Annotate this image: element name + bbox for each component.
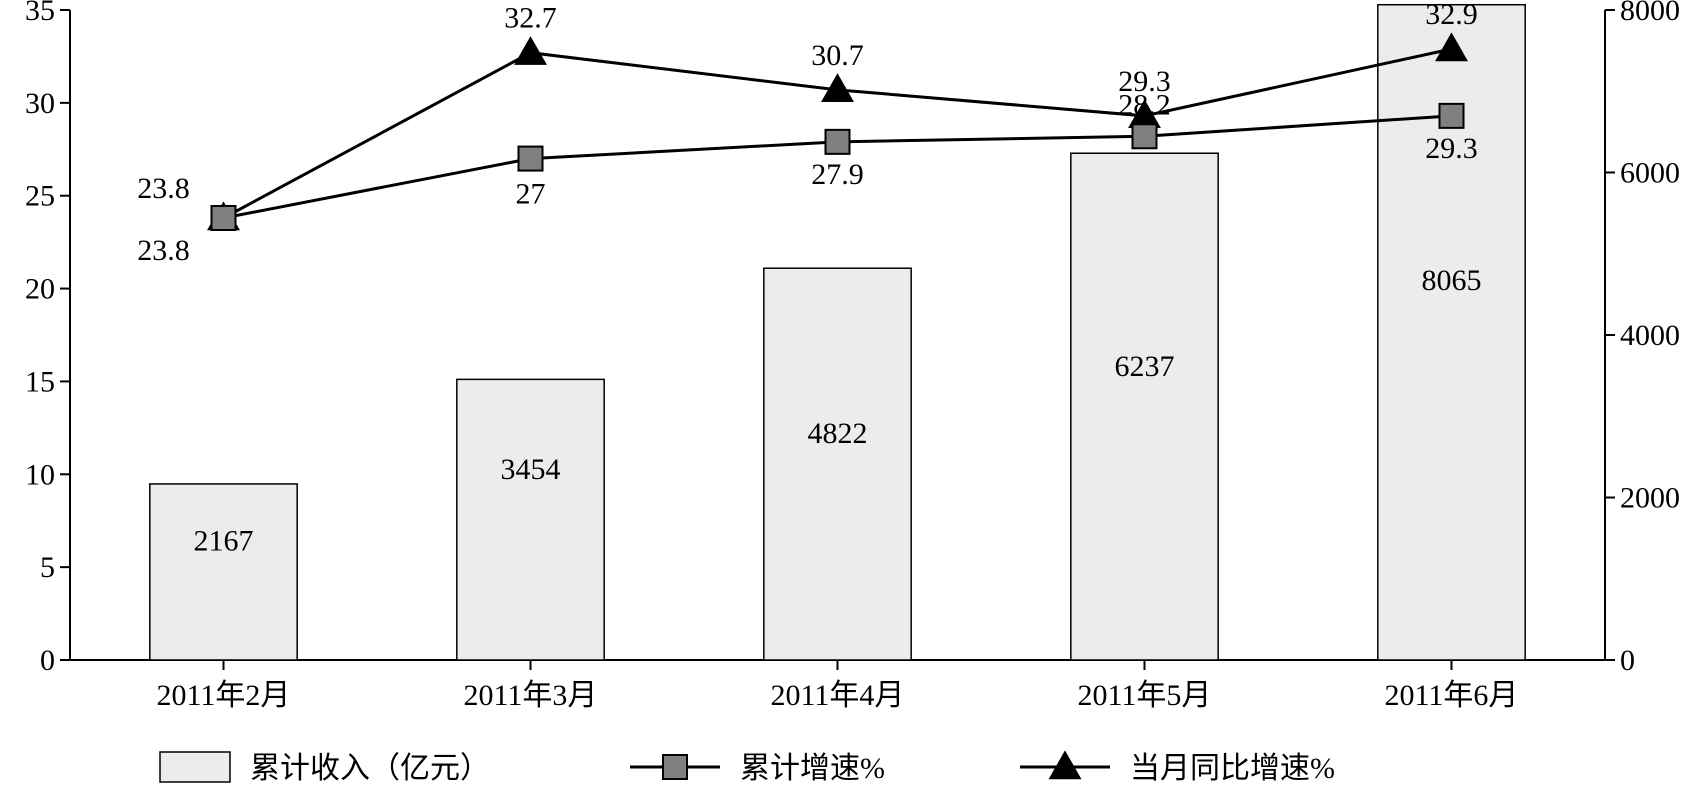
svg-text:0: 0 — [40, 644, 55, 677]
svg-text:2000: 2000 — [1620, 482, 1680, 515]
svg-text:20: 20 — [25, 273, 55, 306]
svg-text:0: 0 — [1620, 644, 1635, 677]
svg-text:23.8: 23.8 — [137, 172, 190, 205]
svg-text:32.9: 32.9 — [1425, 0, 1478, 31]
svg-text:15: 15 — [25, 365, 55, 398]
svg-text:累计增速%: 累计增速% — [740, 752, 885, 785]
svg-text:25: 25 — [25, 180, 55, 213]
svg-text:8000: 8000 — [1620, 0, 1680, 27]
svg-text:6237: 6237 — [1115, 350, 1175, 383]
svg-text:2011年6月: 2011年6月 — [1385, 679, 1519, 712]
chart-container: 0 5 10 15 20 25 30 35 0 2000 4000 6000 8000 2011年2月 20… — [0, 0, 1683, 809]
svg-text:10: 10 — [25, 458, 55, 491]
chart-svg: 0 5 10 15 20 25 30 35 0 2000 4000 6000 8000 2011年2月 20… — [0, 0, 1683, 809]
svg-text:2011年2月: 2011年2月 — [157, 679, 291, 712]
svg-text:32.7: 32.7 — [504, 2, 557, 35]
svg-text:2011年5月: 2011年5月 — [1078, 679, 1212, 712]
svg-text:2011年4月: 2011年4月 — [771, 679, 905, 712]
svg-text:8065: 8065 — [1422, 264, 1482, 297]
svg-text:27.9: 27.9 — [811, 158, 864, 191]
svg-text:29.3: 29.3 — [1425, 132, 1478, 165]
svg-text:4000: 4000 — [1620, 319, 1680, 352]
svg-text:累计收入（亿元）: 累计收入（亿元） — [250, 752, 490, 785]
svg-text:2011年3月: 2011年3月 — [464, 679, 598, 712]
svg-text:3454: 3454 — [501, 453, 561, 486]
svg-text:当月同比增速%: 当月同比增速% — [1130, 752, 1335, 785]
svg-text:5: 5 — [40, 551, 55, 584]
svg-text:2167: 2167 — [194, 524, 254, 557]
svg-text:35: 35 — [25, 0, 55, 27]
svg-text:6000: 6000 — [1620, 157, 1680, 190]
svg-text:23.8: 23.8 — [137, 234, 190, 267]
svg-text:27: 27 — [516, 178, 546, 211]
svg-text:4822: 4822 — [808, 417, 868, 450]
svg-text:30: 30 — [25, 87, 55, 120]
svg-text:30.7: 30.7 — [811, 39, 864, 72]
svg-text:28.2: 28.2 — [1118, 88, 1171, 121]
